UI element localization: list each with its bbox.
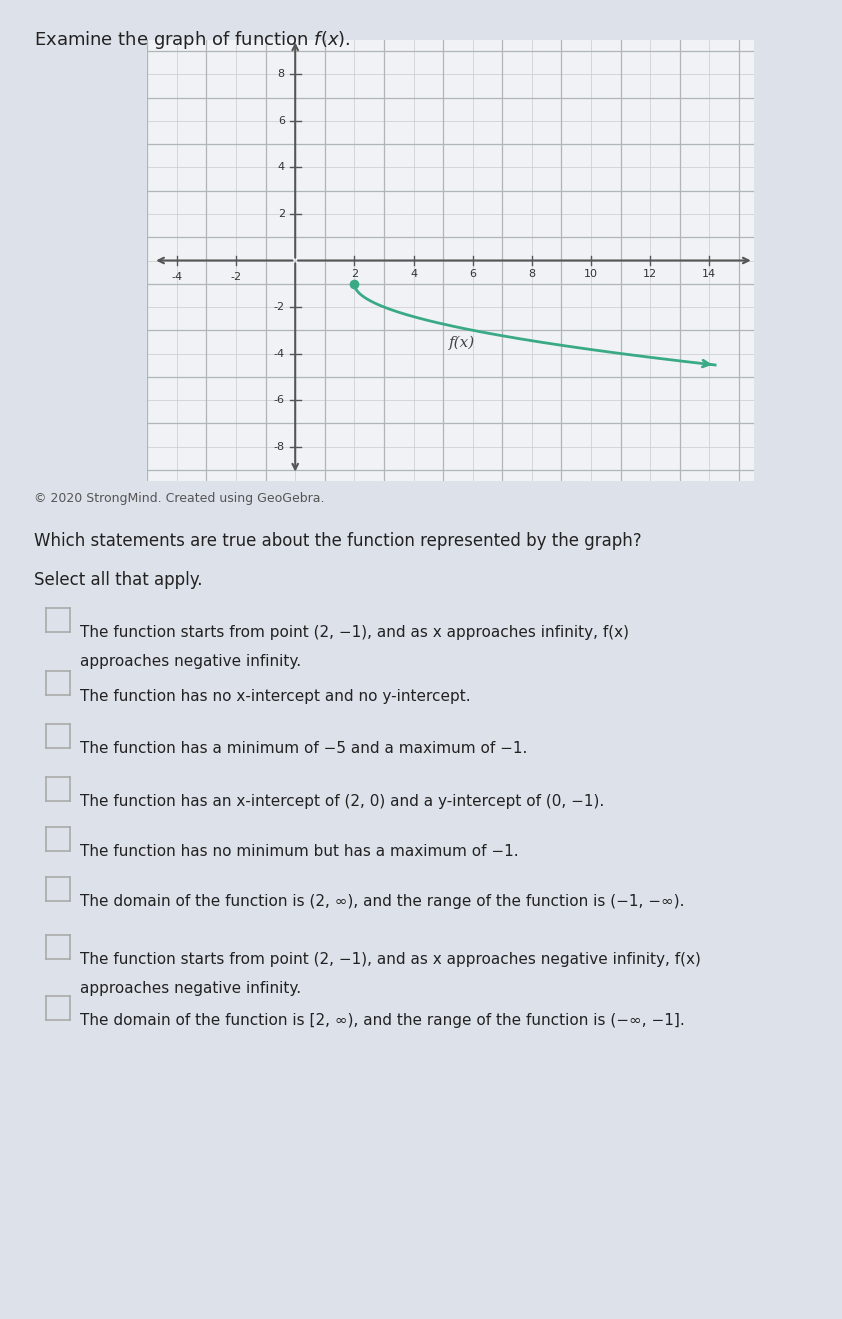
Text: approaches negative infinity.: approaches negative infinity. [80,654,301,669]
Text: 8: 8 [278,70,285,79]
Text: The domain of the function is [2, ∞), and the range of the function is (−∞, −1].: The domain of the function is [2, ∞), an… [80,1013,685,1028]
Text: -8: -8 [274,442,285,451]
Text: The function starts from point (2, −1), and as x approaches negative infinity, f: The function starts from point (2, −1), … [80,952,701,967]
Text: Which statements are true about the function represented by the graph?: Which statements are true about the func… [34,532,642,550]
Text: 12: 12 [643,269,657,278]
Text: © 2020 StrongMind. Created using GeoGebra.: © 2020 StrongMind. Created using GeoGebr… [34,492,324,505]
Text: -2: -2 [274,302,285,313]
Text: 8: 8 [528,269,536,278]
Text: The function has no minimum but has a maximum of −1.: The function has no minimum but has a ma… [80,844,519,859]
Text: -6: -6 [274,394,285,405]
Text: approaches negative infinity.: approaches negative infinity. [80,981,301,996]
Text: 6: 6 [469,269,476,278]
Text: -4: -4 [274,348,285,359]
Text: The function starts from point (2, −1), and as x approaches infinity, f(x): The function starts from point (2, −1), … [80,625,629,640]
Text: -4: -4 [172,272,183,282]
Text: -2: -2 [231,272,242,282]
Text: f(x): f(x) [449,335,475,350]
Text: The function has no x-intercept and no y-intercept.: The function has no x-intercept and no y… [80,689,471,703]
Text: 6: 6 [278,116,285,127]
Text: 4: 4 [278,162,285,173]
Text: 2: 2 [278,208,285,219]
Text: The function has an x-intercept of (2, 0) and a y-intercept of (0, −1).: The function has an x-intercept of (2, 0… [80,794,605,809]
Text: 14: 14 [702,269,717,278]
Text: 4: 4 [410,269,417,278]
Text: Examine the graph of function $f(x)$.: Examine the graph of function $f(x)$. [34,29,350,51]
Text: Select all that apply.: Select all that apply. [34,571,202,590]
Text: The function has a minimum of −5 and a maximum of −1.: The function has a minimum of −5 and a m… [80,741,527,756]
Text: 2: 2 [351,269,358,278]
Text: 10: 10 [584,269,598,278]
Text: The domain of the function is (2, ∞), and the range of the function is (−1, −∞).: The domain of the function is (2, ∞), an… [80,894,685,909]
